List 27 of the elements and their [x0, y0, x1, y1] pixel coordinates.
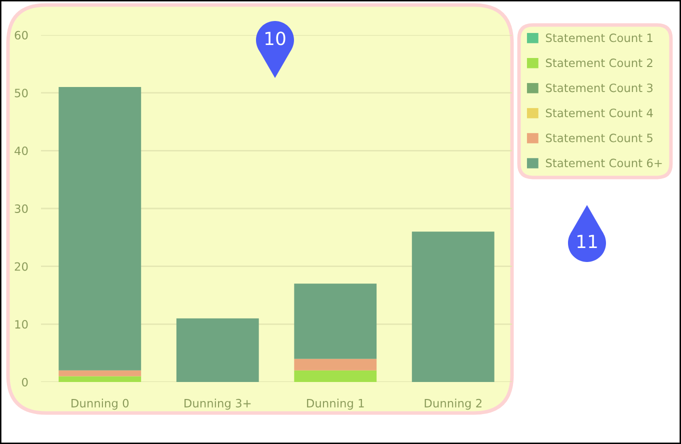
y-tick-label: 50: [14, 88, 28, 98]
x-tick-label: Dunning 1: [307, 398, 364, 410]
y-tick-label: 40: [14, 146, 28, 156]
bar: [58, 87, 142, 370]
x-tick-label: Dunning 2: [424, 398, 482, 410]
legend-label: Statement Count 6+: [546, 158, 662, 168]
legend-label: Statement Count 2: [546, 58, 652, 68]
bar: [58, 370, 142, 376]
legend-label: Statement Count 5: [546, 134, 652, 142]
legend-label: Statement Count 3: [546, 84, 653, 92]
y-tick-label: 0: [22, 378, 28, 386]
y-tick-label: 60: [14, 30, 28, 40]
bar: [294, 370, 377, 382]
bar: [176, 318, 259, 382]
y-tick-label: 20: [14, 262, 28, 271]
bar: [412, 232, 494, 382]
bar: [294, 358, 377, 370]
y-tick-label: 30: [14, 204, 28, 213]
x-tick-label: Dunning 0: [72, 398, 129, 410]
y-tick-label: 10: [15, 320, 28, 329]
annotation: 10: [265, 32, 286, 46]
bar: [294, 284, 377, 359]
bar: [58, 376, 142, 382]
text: 11: [577, 234, 597, 248]
legend-label: Statement Count 4: [546, 108, 653, 118]
legend-label: Statement Count 1: [546, 34, 652, 42]
x-tick-label: Dunning 3+: [184, 398, 251, 410]
